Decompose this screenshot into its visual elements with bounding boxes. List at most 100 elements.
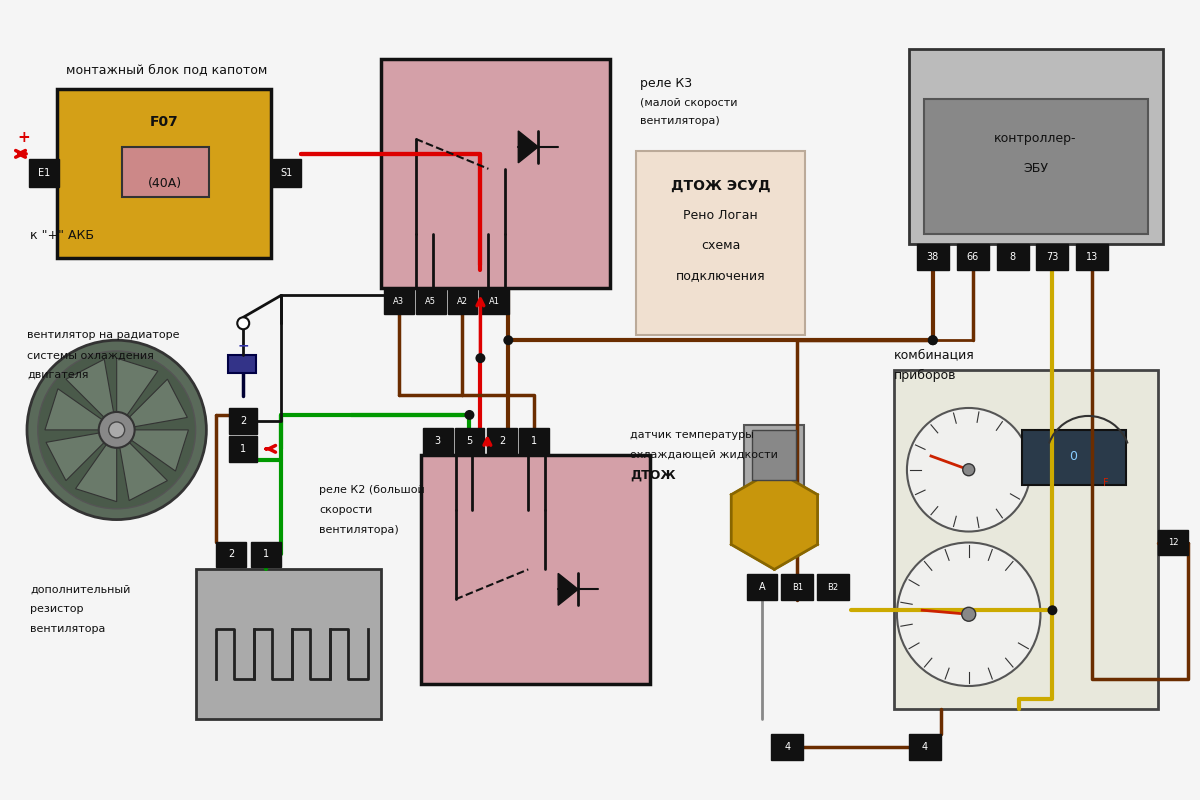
- Bar: [56, 89, 271, 258]
- Text: 38: 38: [926, 252, 938, 262]
- Bar: [271, 159, 301, 186]
- Bar: [1021, 430, 1126, 485]
- Circle shape: [503, 335, 514, 345]
- Text: −: −: [238, 338, 250, 352]
- Bar: [487, 428, 517, 454]
- Polygon shape: [120, 442, 168, 501]
- Text: вентилятор на радиаторе: вентилятор на радиаторе: [26, 330, 180, 340]
- Text: E1: E1: [38, 168, 50, 178]
- Polygon shape: [76, 445, 116, 502]
- Text: дополнительный: дополнительный: [30, 584, 131, 594]
- Bar: [448, 288, 478, 314]
- Text: 4: 4: [922, 742, 928, 752]
- Bar: [1158, 530, 1188, 555]
- Polygon shape: [130, 379, 187, 426]
- Text: 2: 2: [499, 436, 505, 446]
- Bar: [229, 408, 257, 434]
- Text: приборов: приборов: [894, 369, 956, 382]
- Bar: [752, 430, 797, 480]
- Circle shape: [98, 412, 134, 448]
- Bar: [455, 428, 485, 454]
- Text: 2: 2: [240, 416, 246, 426]
- Bar: [229, 436, 257, 462]
- Text: S1: S1: [280, 168, 293, 178]
- Text: F07: F07: [150, 115, 179, 129]
- Text: монтажный блок под капотом: монтажный блок под капотом: [66, 62, 268, 76]
- Bar: [216, 542, 246, 567]
- Bar: [744, 425, 804, 494]
- Text: 3: 3: [434, 436, 440, 446]
- Bar: [908, 50, 1163, 243]
- Polygon shape: [44, 389, 102, 430]
- Text: схема: схема: [701, 239, 740, 252]
- Text: вентилятора): вентилятора): [640, 116, 720, 126]
- Polygon shape: [731, 494, 774, 545]
- Text: подключения: подключения: [676, 269, 766, 282]
- Bar: [228, 355, 256, 373]
- Bar: [121, 147, 209, 197]
- Text: A5: A5: [425, 297, 436, 306]
- Bar: [997, 243, 1028, 270]
- Text: A1: A1: [488, 297, 500, 306]
- Circle shape: [962, 464, 974, 476]
- Text: (40A): (40A): [148, 178, 181, 190]
- Text: 8: 8: [1009, 252, 1015, 262]
- Polygon shape: [774, 519, 817, 570]
- Text: вентилятора): вентилятора): [319, 525, 398, 534]
- Bar: [480, 288, 509, 314]
- Text: A3: A3: [394, 297, 404, 306]
- Circle shape: [961, 607, 976, 622]
- Text: 12: 12: [1168, 538, 1178, 547]
- Text: к "+" АКБ: к "+" АКБ: [30, 229, 94, 242]
- Circle shape: [928, 335, 938, 345]
- Text: 5: 5: [467, 436, 473, 446]
- Polygon shape: [131, 430, 188, 471]
- Circle shape: [26, 340, 206, 519]
- Polygon shape: [731, 470, 774, 519]
- Text: ДТОЖ: ДТОЖ: [630, 468, 676, 482]
- Polygon shape: [731, 519, 774, 570]
- Text: 0: 0: [1069, 450, 1078, 463]
- Text: реле К2 (большой: реле К2 (большой: [319, 485, 425, 494]
- Polygon shape: [518, 131, 539, 163]
- Bar: [772, 734, 803, 760]
- Text: ДТОЖ ЭСУД: ДТОЖ ЭСУД: [671, 178, 770, 193]
- Bar: [380, 59, 610, 288]
- Text: вентилятора: вентилятора: [30, 624, 106, 634]
- Bar: [422, 428, 452, 454]
- Text: контроллер-: контроллер-: [995, 133, 1076, 146]
- Text: ЭБУ: ЭБУ: [1022, 162, 1048, 175]
- Text: 73: 73: [1046, 252, 1058, 262]
- Text: комбинация: комбинация: [894, 349, 974, 362]
- Text: системы охлаждения: системы охлаждения: [26, 350, 154, 360]
- Polygon shape: [116, 358, 158, 415]
- Text: Рено Логан: Рено Логан: [683, 209, 758, 222]
- Bar: [421, 455, 650, 684]
- Bar: [894, 370, 1158, 709]
- Bar: [384, 288, 414, 314]
- Text: 1: 1: [532, 436, 538, 446]
- Polygon shape: [731, 470, 817, 570]
- Bar: [781, 574, 814, 600]
- Bar: [817, 574, 850, 600]
- Bar: [1076, 243, 1109, 270]
- Text: двигателя: двигателя: [26, 370, 89, 380]
- Polygon shape: [774, 470, 817, 519]
- Text: 4: 4: [785, 742, 791, 752]
- Bar: [251, 542, 281, 567]
- Circle shape: [928, 335, 938, 345]
- Circle shape: [238, 318, 250, 330]
- Circle shape: [475, 353, 485, 363]
- Text: 66: 66: [966, 252, 979, 262]
- Bar: [924, 99, 1148, 234]
- Text: (малой скорости: (малой скорости: [640, 98, 737, 108]
- Bar: [956, 243, 989, 270]
- Text: охлаждающей жидкости: охлаждающей жидкости: [630, 450, 778, 460]
- Bar: [415, 288, 445, 314]
- Text: датчик температуры: датчик температуры: [630, 430, 754, 440]
- Circle shape: [464, 410, 474, 420]
- Text: 1: 1: [240, 444, 246, 454]
- Text: B2: B2: [828, 583, 839, 592]
- Polygon shape: [66, 359, 114, 418]
- Text: 1: 1: [263, 550, 269, 559]
